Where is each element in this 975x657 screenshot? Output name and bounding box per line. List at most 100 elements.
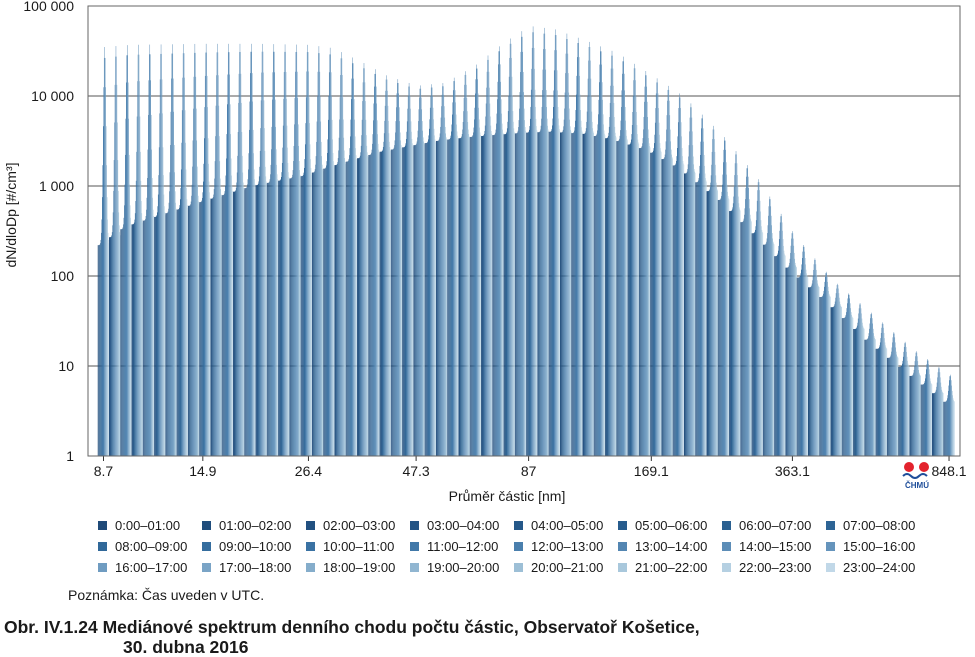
legend-item: 0:00–01:00	[98, 518, 202, 533]
y-tick-label: 10 000	[31, 88, 74, 104]
x-tick-label: 26.4	[295, 463, 322, 479]
y-tick-label: 1 000	[39, 178, 74, 194]
y-tick-label: 100	[51, 268, 75, 284]
legend-item: 23:00–24:00	[826, 560, 930, 575]
legend-item: 09:00–10:00	[202, 539, 306, 554]
legend-swatch	[826, 542, 835, 551]
legend-swatch	[202, 542, 211, 551]
legend-label: 19:00–20:00	[427, 560, 499, 575]
legend-label: 14:00–15:00	[739, 539, 811, 554]
legend-label: 20:00–21:00	[531, 560, 603, 575]
legend-swatch	[618, 542, 627, 551]
legend-label: 23:00–24:00	[843, 560, 915, 575]
legend-swatch	[826, 563, 835, 572]
caption-line-2: 30. dubna 2016	[4, 637, 700, 657]
legend-label: 05:00–06:00	[635, 518, 707, 533]
legend-label: 0:00–01:00	[115, 518, 180, 533]
legend-item: 17:00–18:00	[202, 560, 306, 575]
legend-swatch	[514, 563, 523, 572]
legend-swatch	[618, 563, 627, 572]
x-tick-label: 848.1	[932, 463, 967, 479]
legend-label: 12:00–13:00	[531, 539, 603, 554]
bars	[98, 26, 955, 456]
chart: 1 10 100 1 000 10 000 100 000 8.7 14.9 26.4 47.3…	[0, 0, 975, 510]
legend-swatch	[722, 563, 731, 572]
legend-label: 02:00–03:00	[323, 518, 395, 533]
legend-swatch	[202, 521, 211, 530]
legend-item: 12:00–13:00	[514, 539, 618, 554]
chmu-logo-text: ČHMÚ	[899, 481, 935, 490]
legend-item: 03:00–04:00	[410, 518, 514, 533]
legend-item: 19:00–20:00	[410, 560, 514, 575]
legend-item: 22:00–23:00	[722, 560, 826, 575]
chmu-logo-icon	[899, 460, 935, 482]
legend-swatch	[98, 521, 107, 530]
y-axis-label: dN/dloDp [#/cm³]	[3, 162, 19, 267]
legend-label: 21:00–22:00	[635, 560, 707, 575]
legend-label: 04:00–05:00	[531, 518, 603, 533]
legend-item: 02:00–03:00	[306, 518, 410, 533]
legend-label: 13:00–14:00	[635, 539, 707, 554]
note: Poznámka: Čas uveden v UTC.	[68, 587, 264, 603]
legend-label: 10:00–11:00	[323, 539, 394, 554]
chmu-logo: ČHMÚ	[899, 460, 935, 490]
x-tick-label: 47.3	[402, 463, 429, 479]
legend-item: 06:00–07:00	[722, 518, 826, 533]
legend-label: 03:00–04:00	[427, 518, 499, 533]
legend-item: 21:00–22:00	[618, 560, 722, 575]
legend-item: 08:00–09:00	[98, 539, 202, 554]
legend-label: 18:00–19:00	[323, 560, 395, 575]
y-tick-label: 100 000	[23, 0, 74, 14]
legend-label: 01:00–02:00	[219, 518, 291, 533]
legend-swatch	[826, 521, 835, 530]
legend-row: 0:00–01:00 01:00–02:00 02:00–03:00 03:00–04…	[98, 515, 948, 536]
legend-swatch	[410, 542, 419, 551]
y-tick-label: 1	[66, 448, 74, 464]
x-tick-label: 8.7	[94, 463, 114, 479]
legend-item: 18:00–19:00	[306, 560, 410, 575]
legend-item: 04:00–05:00	[514, 518, 618, 533]
legend-swatch	[98, 563, 107, 572]
legend-item: 16:00–17:00	[98, 560, 202, 575]
legend-swatch	[98, 542, 107, 551]
legend-item: 14:00–15:00	[722, 539, 826, 554]
x-tick-label: 363.1	[775, 463, 810, 479]
legend-label: 09:00–10:00	[219, 539, 291, 554]
legend-label: 06:00–07:00	[739, 518, 811, 533]
legend-label: 22:00–23:00	[739, 560, 811, 575]
caption-line-1: Obr. IV.1.24 Mediánové spektrum denního …	[4, 617, 700, 637]
legend-row: 16:00–17:00 17:00–18:00 18:00–19:00 19:00–2…	[98, 557, 948, 578]
x-tick-label: 14.9	[189, 463, 216, 479]
legend-swatch	[410, 521, 419, 530]
legend-row: 08:00–09:00 09:00–10:00 10:00–11:00 11:00–1…	[98, 536, 948, 557]
x-axis-label: Průměr částic [nm]	[449, 488, 566, 504]
legend-label: 08:00–09:00	[115, 539, 187, 554]
y-tick-label: 10	[58, 358, 74, 374]
y-tick-labels: 1 10 100 1 000 10 000 100 000	[23, 0, 74, 464]
legend-item: 07:00–08:00	[826, 518, 930, 533]
legend-item: 01:00–02:00	[202, 518, 306, 533]
legend-swatch	[514, 521, 523, 530]
legend-swatch	[722, 542, 731, 551]
legend-swatch	[306, 563, 315, 572]
legend-swatch	[202, 563, 211, 572]
legend-item: 15:00–16:00	[826, 539, 930, 554]
legend-item: 05:00–06:00	[618, 518, 722, 533]
legend-swatch	[514, 542, 523, 551]
legend: 0:00–01:00 01:00–02:00 02:00–03:00 03:00–04…	[98, 515, 948, 578]
legend-swatch	[722, 521, 731, 530]
legend-item: 11:00–12:00	[410, 539, 514, 554]
legend-label: 11:00–12:00	[427, 539, 498, 554]
legend-label: 17:00–18:00	[219, 560, 291, 575]
legend-label: 16:00–17:00	[115, 560, 187, 575]
legend-swatch	[410, 563, 419, 572]
figure-caption: Obr. IV.1.24 Mediánové spektrum denního …	[4, 617, 700, 657]
x-tick-label: 169.1	[634, 463, 669, 479]
legend-swatch	[618, 521, 627, 530]
legend-label: 07:00–08:00	[843, 518, 915, 533]
legend-item: 13:00–14:00	[618, 539, 722, 554]
x-tick-labels: 8.7 14.9 26.4 47.3 87 169.1 363.1 848.1	[94, 463, 967, 479]
legend-label: 15:00–16:00	[843, 539, 915, 554]
x-tick-label: 87	[521, 463, 537, 479]
legend-item: 20:00–21:00	[514, 560, 618, 575]
